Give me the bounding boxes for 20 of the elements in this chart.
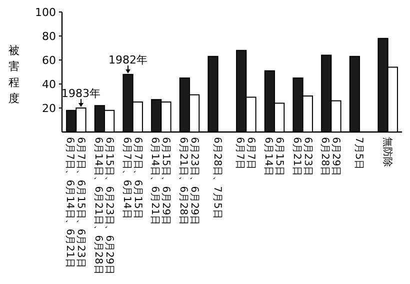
x-tick-label: 6月21日 6月23日 [290,137,313,176]
y-tick-label: 20 [42,102,56,115]
x-tick-label: 無防除 [381,137,394,167]
x-tick-label: 6月7日、6月14日 6月7日、6月15日 [120,137,143,219]
annotation: 1982年 [108,53,148,66]
y-tick-label: 40 [42,78,56,91]
x-tick-label: 6月28日 6月29日 [319,137,342,176]
x-tick-label: 6月21日、6月28日 6月23日、6月29日 [178,137,200,226]
y-tick-label: 100 [35,6,56,19]
annotation: 1983年 [61,87,100,100]
y-tick-label: 80 [42,30,56,43]
x-tick-label: 6月28日、7月5日 [211,137,222,219]
x-tick-label: 6月7日 6月7日 [234,137,256,170]
x-tick-label: 6月14日、6月21日、6月28日 6月15日、6月23日、6月29日 [92,137,114,274]
x-tick-label: 6月14日、6月21日 6月15日、6月29日 [149,137,172,226]
x-tick-label: 7月5日 [353,137,364,170]
y-tick-label: 60 [42,54,56,67]
x-tick-label: 6月7日、6月14日、6月21日 6月7日、6月15日、6月23日 [64,137,86,268]
y-axis-title: 被害程度 [8,44,20,105]
x-tick-label: 6月14日 6月15日 [262,137,284,176]
